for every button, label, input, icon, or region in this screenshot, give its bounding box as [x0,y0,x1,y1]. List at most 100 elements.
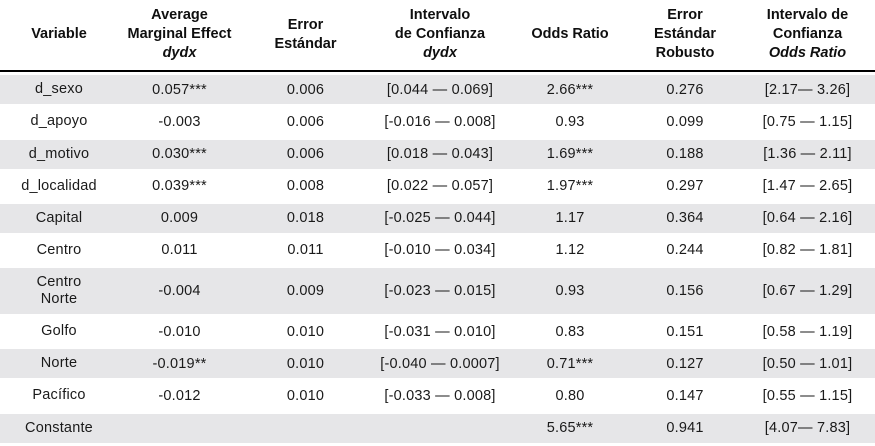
cell-error-estandar: 0.006 [241,75,370,105]
cell-odds-ratio: 0.93 [555,114,585,131]
cell-ci-odds: [1.36 — 2.11] [740,139,875,169]
table-row: d_localidad 0.039*** 0.008 [0.022 — 0.05… [0,172,875,201]
cell-ame-dydx: -0.012 [158,388,201,405]
header-line-italic: dydx [162,45,197,62]
cell-ame-dydx: 0.057*** [118,75,241,105]
cell-ame-dydx: -0.019** [118,349,241,379]
cell-odds-ratio: 1.12 [555,242,585,259]
cell-ci-dydx: [-0.033 — 0.008] [384,388,496,405]
cell-variable: Capital [0,203,118,233]
cell-error-estandar: 0.008 [286,178,325,195]
header-line-italic: Odds Ratio [768,45,847,62]
cell-odds-ratio: 5.65*** [510,413,630,443]
cell-ci-odds: [2.17— 3.26] [740,75,875,105]
table-row: d_sexo 0.057*** 0.006 [0.044 — 0.069] 2.… [0,75,875,105]
cell-error-robusto: 0.127 [630,349,740,379]
header-line: Odds Ratio [531,26,609,43]
cell-variable: Pacífico [32,387,86,404]
table-row: Pacífico -0.012 0.010 [-0.033 — 0.008] 0… [0,381,875,410]
cell-odds-ratio: 0.80 [555,388,585,405]
cell-ci-odds: [4.07— 7.83] [740,413,875,443]
cell-variable: Centro Norte [0,268,118,315]
cell-ci-dydx: [0.044 — 0.069] [370,75,510,105]
table-row: Golfo -0.010 0.010 [-0.031 — 0.010] 0.83… [0,317,875,346]
cell-ci-odds: [0.58 — 1.19] [762,323,853,340]
table-row: Centro Norte -0.004 0.009 [-0.023 — 0.01… [0,268,875,315]
cell-error-estandar: 0.011 [287,242,324,259]
header-line: de Confianza [394,26,486,43]
table-row: Constante 5.65*** 0.941 [4.07— 7.83] [0,413,875,443]
cell-ci-dydx: [-0.016 — 0.008] [384,114,496,131]
col-header-odds-ratio: Odds Ratio [510,3,630,73]
col-header-variable: Variable [0,3,118,73]
cell-ci-dydx: [-0.023 — 0.015] [370,268,510,315]
cell-error-robusto: 0.156 [630,268,740,315]
header-line: Variable [31,26,87,43]
table-row: Norte -0.019** 0.010 [-0.040 — 0.0007] 0… [0,349,875,379]
cell-ci-dydx: [0.022 — 0.057] [386,178,494,195]
cell-variable: d_apoyo [30,113,88,130]
col-header-intervalo-confianza-dydx: Intervalo de Confianza dydx [370,3,510,73]
cell-error-robusto: 0.364 [630,203,740,233]
header-line: Estándar [274,35,337,52]
cell-error-robusto: 0.941 [630,413,740,443]
cell-error-estandar [241,413,370,443]
col-header-error-estandar-robusto: Error Estándar Robusto [630,3,740,73]
cell-ci-odds: [0.50 — 1.01] [740,349,875,379]
cell-odds-ratio: 1.17 [510,203,630,233]
cell-error-robusto: 0.188 [630,139,740,169]
table-row: Centro 0.011 0.011 [-0.010 — 0.034] 1.12… [0,236,875,265]
header-line: Confianza [772,26,843,43]
cell-error-robusto: 0.297 [666,178,704,195]
cell-ci-dydx: [0.018 — 0.043] [370,139,510,169]
cell-variable: d_localidad [21,177,97,194]
cell-error-estandar: 0.018 [241,203,370,233]
cell-odds-ratio: 0.93 [510,268,630,315]
cell-ame-dydx: -0.004 [118,268,241,315]
header-line-italic: dydx [423,45,457,62]
header-line: Intervalo de [766,7,849,23]
table-row: d_apoyo -0.003 0.006 [-0.016 — 0.008] 0.… [0,107,875,136]
cell-error-estandar: 0.010 [241,349,370,379]
col-header-average-marginal-effect: Average Marginal Effect dydx [118,3,241,73]
header-line: Estándar [653,26,717,43]
header-line: Marginal Effect [127,26,232,43]
cell-variable: Constante [0,413,118,443]
cell-ci-odds: [0.67 — 1.29] [740,268,875,315]
cell-variable: Norte [0,349,118,379]
table-row: Capital 0.009 0.018 [-0.025 — 0.044] 1.1… [0,203,875,233]
table-row: d_motivo 0.030*** 0.006 [0.018 — 0.043] … [0,139,875,169]
cell-error-estandar: 0.010 [286,323,325,340]
cell-odds-ratio: 1.69*** [510,139,630,169]
cell-ame-dydx [118,413,241,443]
cell-error-estandar: 0.009 [241,268,370,315]
header-row: Variable Average Marginal Effect dydx Er… [0,3,875,73]
col-header-intervalo-confianza-odds-ratio: Intervalo de Confianza Odds Ratio [740,3,875,73]
cell-ame-dydx: 0.009 [118,203,241,233]
cell-error-robusto: 0.151 [666,323,704,340]
cell-odds-ratio: 0.83 [555,323,585,340]
cell-ci-dydx: [-0.040 — 0.0007] [370,349,510,379]
cell-error-estandar: 0.006 [241,139,370,169]
cell-odds-ratio: 1.97*** [546,178,594,195]
cell-odds-ratio: 0.71*** [510,349,630,379]
table-body: d_sexo 0.057*** 0.006 [0.044 — 0.069] 2.… [0,75,875,443]
header-line: Average [151,7,208,23]
cell-ci-odds: [0.82 — 1.81] [762,242,853,259]
cell-error-robusto: 0.276 [630,75,740,105]
cell-ci-odds: [0.64 — 2.16] [740,203,875,233]
cell-ame-dydx: -0.003 [158,114,201,131]
cell-ci-odds: [0.75 — 1.15] [762,114,853,131]
header-line: Robusto [655,45,715,62]
header-line: Error [667,7,703,23]
cell-variable: d_sexo [0,75,118,105]
cell-error-estandar: 0.006 [286,114,325,131]
cell-error-estandar: 0.010 [286,388,325,405]
cell-error-robusto: 0.099 [666,114,704,131]
cell-ame-dydx: 0.039*** [152,178,207,195]
cell-variable: Golfo [41,323,77,340]
cell-error-robusto: 0.147 [666,388,704,405]
col-header-error-estandar: Error Estándar [241,3,370,73]
header-line: Error [287,16,324,33]
